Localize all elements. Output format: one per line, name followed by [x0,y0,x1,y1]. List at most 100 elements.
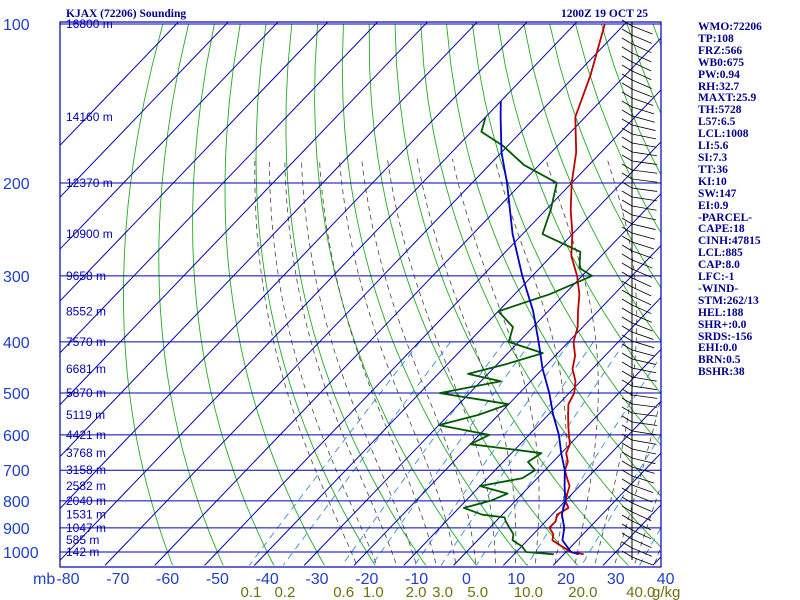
wind-barb-tick [621,496,633,504]
temperature-tick-label: -10 [405,571,428,588]
wind-barb-tick [621,424,633,432]
index-value: FRZ:566 [698,44,743,57]
wind-barb-tick [621,334,633,342]
wind-barb-tick [621,451,633,459]
wind-barb-tick [621,379,633,387]
wind-barb [631,196,657,202]
index-value: SI:7.3 [698,151,728,164]
wind-barb-tick [621,199,633,207]
wind-barb-tick [621,388,633,396]
index-value: TT:36 [698,163,728,176]
height-label: 3768 m [66,446,106,460]
wind-barb-tick [621,181,633,189]
mixing-ratio-tick-label: 0.1 [240,584,261,600]
temperature-tick-label: 40 [657,571,675,588]
wind-barb [631,322,653,332]
wind-barb-tick [621,307,633,315]
wind-barb-tick [621,235,633,243]
wind-barb [631,448,657,455]
temperature-tick-label: 0 [462,571,471,588]
wind-barb [631,466,655,474]
index-value: CINH:47815 [698,235,761,248]
wind-barb-tick [621,415,633,423]
wind-barb [631,97,654,106]
wind-barb [631,529,652,540]
wind-barb-tick [621,370,633,378]
wind-barb [631,313,653,323]
wind-barb [631,178,658,183]
mixing-ratio-line [639,526,661,566]
index-value: EI:0.9 [698,199,729,212]
isotherm [503,400,661,566]
wind-barb-tick [621,28,633,36]
wind-barb-tick [621,145,633,153]
wind-barb [631,439,657,445]
wind-barb-tick [621,280,633,288]
pressure-tick-label: 100 [3,17,30,34]
parcel-line [499,101,579,556]
dry-adiabat [285,23,427,566]
height-label: 2040 m [66,494,106,508]
temperature-tick-label: -80 [56,571,79,588]
isotherm [552,452,661,566]
wind-barb [631,241,655,250]
wind-barb-tick [621,55,633,63]
moist-adiabat [301,158,417,564]
isotherm [60,22,379,354]
wind-barb [631,259,653,269]
wind-barb [631,430,657,436]
index-value: BRN:0.5 [698,354,741,367]
wind-barb-tick [621,109,633,117]
height-label: 10900 m [66,227,113,241]
mixing-ratio-line [440,341,594,566]
wind-barb [631,223,656,230]
wind-barb [631,277,652,288]
wind-barb [631,457,656,465]
pressure-tick-label: 400 [3,335,30,352]
wind-barb-tick [621,550,633,558]
temperature-tick-label: 20 [557,571,575,588]
wind-barb [631,88,653,98]
wind-barb [631,421,658,426]
index-value: BSHR:38 [698,366,745,379]
wind-barb [631,151,657,157]
index-value: CAPE:18 [698,223,745,236]
wind-barb-tick [621,460,633,468]
isotherm [60,22,329,302]
moist-adiabat [338,158,457,564]
mixing-ratio-line [248,341,420,566]
wind-barb [631,124,656,131]
pressure-tick-label: 300 [3,269,30,286]
wind-barb [631,160,658,165]
wind-barb-tick [621,190,633,198]
wind-barb [631,106,655,115]
wind-barb-tick [621,226,633,234]
isotherm [60,22,478,458]
wind-barb [631,358,656,365]
wind-barb-tick [621,37,633,45]
wind-barb-tick [621,118,633,126]
height-label: 16800 m [66,17,113,31]
dry-adiabat [314,23,477,566]
pressure-unit-label: mb [33,571,55,588]
wind-barb [631,367,657,374]
wind-barb [631,349,656,357]
moist-adiabat [361,158,476,564]
wind-barb-tick [621,64,633,72]
pressure-tick-label: 700 [3,463,30,480]
index-value: CAP:8.0 [698,259,740,272]
pressure-tick-label: 200 [3,176,30,193]
moist-adiabat [594,158,638,564]
moist-adiabat [494,158,567,564]
wind-barb-tick [621,469,633,477]
temperature-tick-label: -30 [305,571,328,588]
wind-barb [631,538,652,549]
wind-barb-tick [621,316,633,324]
wind-barb-tick [621,172,633,180]
dry-adiabat [471,23,661,446]
wind-barb [631,268,652,278]
wind-barb-tick [621,487,633,495]
index-value: KI:10 [698,175,727,188]
index-value: LI:5.6 [698,140,729,153]
wind-barb [631,232,655,240]
